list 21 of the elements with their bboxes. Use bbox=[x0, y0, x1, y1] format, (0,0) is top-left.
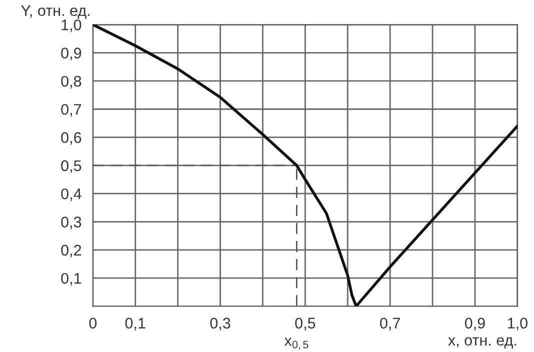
x-tick-label: 0,1 bbox=[125, 318, 146, 330]
x-tick-label: 0,7 bbox=[380, 318, 400, 330]
y-tick-label: 1,0 bbox=[62, 20, 82, 32]
x-tick-label: 0,3 bbox=[210, 318, 230, 330]
x-tick-label: 0,9 bbox=[464, 318, 485, 330]
y-tick-label: 0,3 bbox=[61, 216, 82, 230]
ref-line-label: x$_{0,5}$ bbox=[284, 338, 308, 350]
y-tick-label: 0,5 bbox=[61, 160, 82, 173]
y-tick-label: 0,9 bbox=[61, 48, 82, 60]
y-tick-label: 0,2 bbox=[61, 244, 82, 258]
y-axis-title: Y, отн. ед. bbox=[21, 5, 90, 19]
y-tick-label: 0,7 bbox=[61, 104, 82, 117]
y-tick-label: 0,4 bbox=[61, 188, 82, 202]
line-series bbox=[92, 24, 518, 306]
y-tick-label: 0,8 bbox=[61, 76, 82, 88]
x-tick-label: 0,5 bbox=[295, 318, 316, 330]
x-axis-title: x, отн. ед. bbox=[448, 337, 516, 349]
y-tick-label: 0,6 bbox=[61, 132, 82, 145]
x-tick-label: 1,0 bbox=[508, 318, 528, 330]
y-tick-label: 0,1 bbox=[61, 272, 82, 286]
x-tick-label: 0 bbox=[89, 318, 97, 329]
